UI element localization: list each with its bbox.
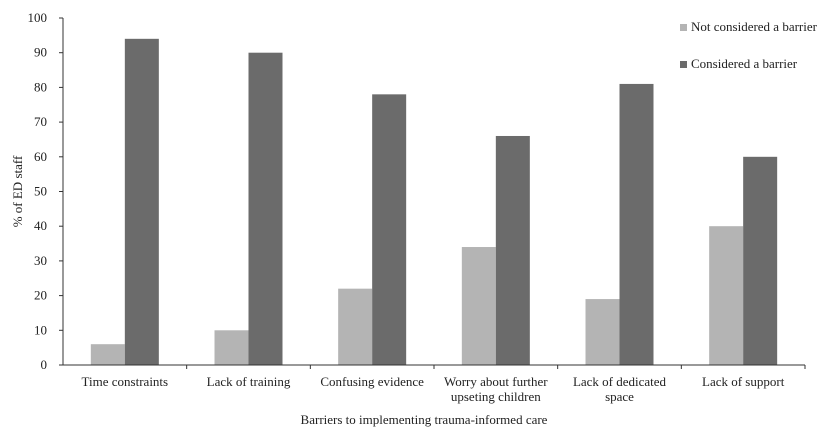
x-category-label: Worry about further upseting children [444, 374, 548, 404]
y-tick-label: 100 [28, 10, 48, 25]
x-category-label-line: Time constraints [82, 374, 169, 389]
x-category-label-line: Lack of support [702, 374, 785, 389]
x-category-label: Confusing evidence [320, 374, 424, 389]
x-category-label: Lack of training [207, 374, 291, 389]
x-category-label: Lack of dedicated space [573, 374, 667, 404]
x-category-label-line: Lack of training [207, 374, 291, 389]
y-tick-label: 10 [34, 322, 47, 337]
bar-considered [248, 52, 283, 365]
bar-not-considered [338, 288, 373, 365]
x-category-label-line: Lack of dedicated [573, 374, 667, 389]
x-category-label-line: Confusing evidence [320, 374, 424, 389]
bar-considered [124, 38, 159, 365]
x-category-label: Time constraints [82, 374, 169, 389]
y-axis-ticks: 0 10 20 30 40 50 60 70 80 90 100 [28, 10, 63, 372]
bar-not-considered [90, 344, 125, 365]
bar-not-considered [214, 330, 249, 365]
y-tick-label: 40 [34, 218, 47, 233]
legend: Not considered a barrier Considered a bar… [680, 19, 818, 71]
y-tick-label: 80 [34, 79, 47, 94]
y-tick-label: 90 [34, 45, 47, 60]
legend-label: Considered a barrier [691, 56, 798, 71]
legend-swatch [680, 24, 687, 31]
y-tick-label: 70 [34, 114, 47, 129]
y-tick-label: 0 [41, 357, 48, 372]
legend-swatch [680, 61, 687, 68]
x-category-label: Lack of support [702, 374, 785, 389]
y-tick-label: 30 [34, 253, 47, 268]
bar-considered [495, 135, 530, 365]
bar-considered [372, 94, 407, 365]
bars [90, 38, 778, 366]
bar-not-considered [709, 226, 744, 365]
y-axis-title: % of ED staff [10, 155, 25, 227]
x-axis-category-labels: Time constraints Lack of training Confusin… [82, 365, 806, 404]
y-tick-label: 20 [34, 288, 47, 303]
x-category-label-line: Worry about further [444, 374, 548, 389]
x-category-label-line: upseting children [451, 389, 541, 404]
x-category-label-line: space [605, 389, 634, 404]
x-axis-title: Barriers to implementing trauma-informed… [301, 412, 548, 427]
y-tick-label: 50 [34, 184, 47, 199]
legend-label: Not considered a barrier [691, 19, 818, 34]
bar-considered [619, 83, 654, 366]
bar-considered [743, 156, 778, 365]
bar-not-considered [585, 299, 620, 365]
y-tick-label: 60 [34, 149, 47, 164]
bar-not-considered [461, 247, 496, 365]
